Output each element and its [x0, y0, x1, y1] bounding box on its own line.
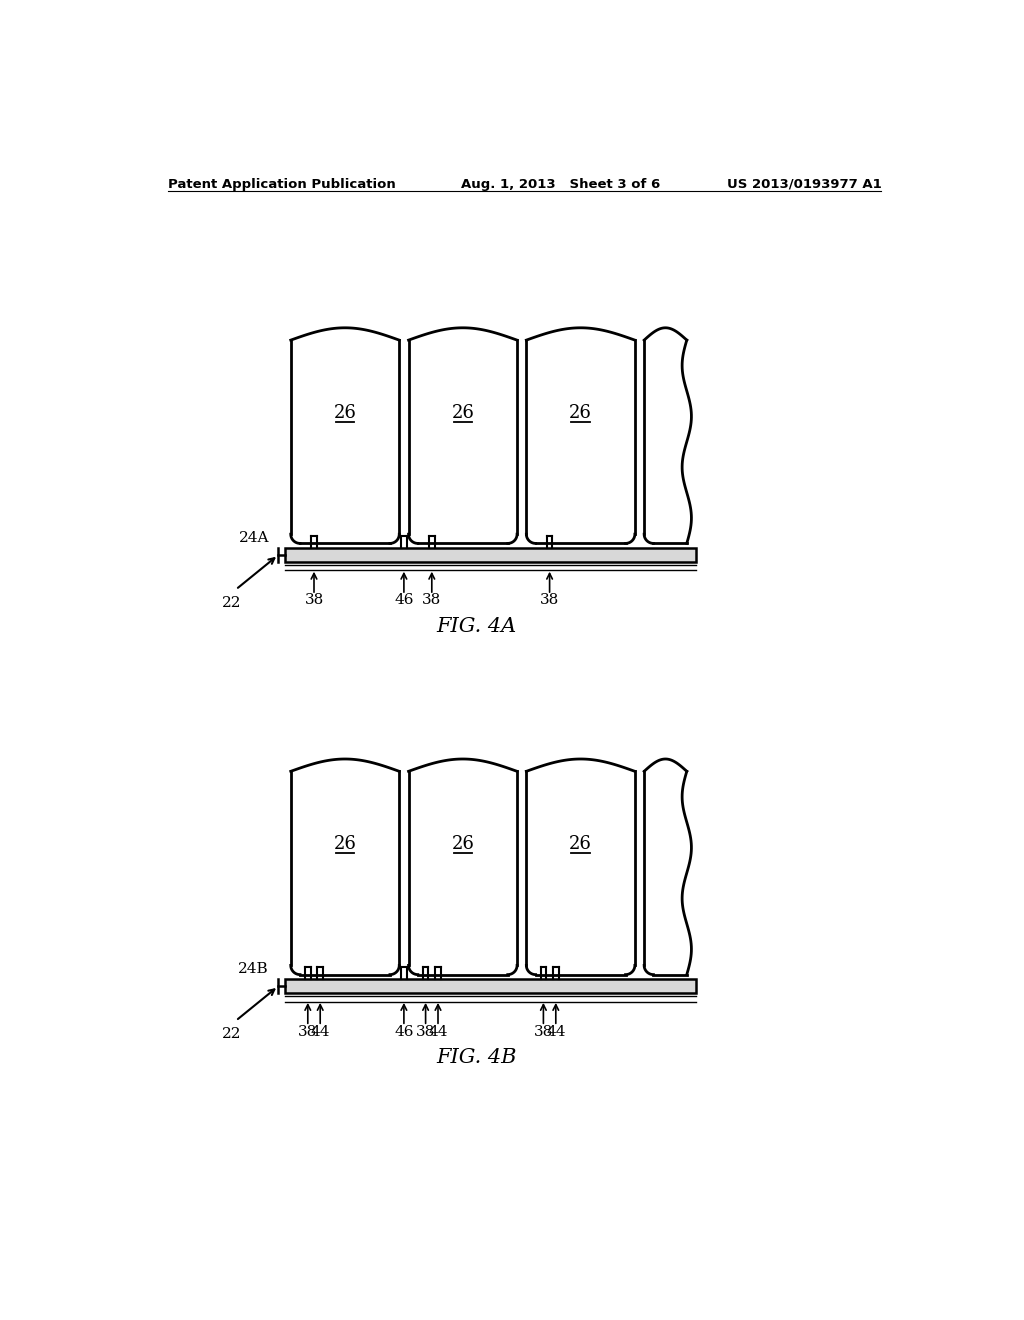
Text: FIG. 4B: FIG. 4B — [436, 1048, 517, 1067]
Text: US 2013/0193977 A1: US 2013/0193977 A1 — [727, 178, 882, 190]
Text: 38: 38 — [534, 1024, 553, 1039]
Text: 26: 26 — [452, 834, 474, 853]
Text: 26: 26 — [334, 404, 356, 421]
Text: 38: 38 — [422, 594, 441, 607]
Text: 22: 22 — [222, 1027, 242, 1041]
Text: 22: 22 — [222, 595, 242, 610]
Bar — [285, 548, 696, 562]
Text: 24B: 24B — [239, 962, 269, 977]
Text: 24A: 24A — [239, 531, 269, 545]
Text: 46: 46 — [394, 594, 414, 607]
Text: 38: 38 — [298, 1024, 317, 1039]
Text: 26: 26 — [569, 404, 592, 421]
Text: 44: 44 — [310, 1024, 330, 1039]
Bar — [285, 979, 696, 993]
Text: 44: 44 — [546, 1024, 565, 1039]
Text: FIG. 4A: FIG. 4A — [436, 616, 517, 635]
Text: 46: 46 — [394, 1024, 414, 1039]
Text: 38: 38 — [540, 594, 559, 607]
Text: 26: 26 — [334, 834, 356, 853]
Text: 38: 38 — [304, 594, 324, 607]
Text: Aug. 1, 2013   Sheet 3 of 6: Aug. 1, 2013 Sheet 3 of 6 — [461, 178, 660, 190]
Text: 26: 26 — [569, 834, 592, 853]
Text: 44: 44 — [428, 1024, 447, 1039]
Text: Patent Application Publication: Patent Application Publication — [168, 178, 396, 190]
Text: 26: 26 — [452, 404, 474, 421]
Text: 38: 38 — [416, 1024, 435, 1039]
